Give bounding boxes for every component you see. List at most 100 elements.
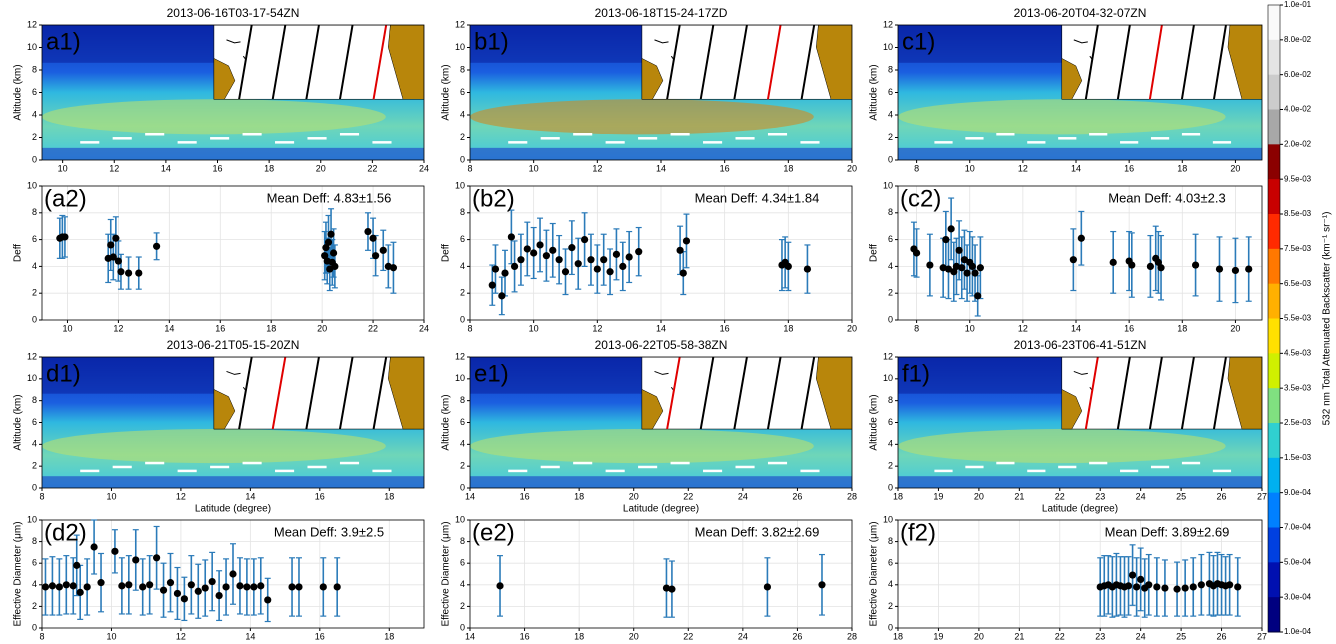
data-point [389,264,398,272]
data-point [48,582,57,590]
data-point [606,268,614,276]
x-tick-label: 10 [106,631,116,641]
curtain-image [470,357,852,488]
y-tick-label: 2 [32,461,37,471]
data-point [97,579,105,587]
y-tick-label: 8 [32,395,37,405]
orbit-track [1148,25,1163,100]
map-land [213,389,236,430]
data-point [561,268,570,276]
y-tick-label: 12 [883,351,893,361]
panel-label: (a2) [44,185,87,212]
y-tick-label: 2 [888,132,893,142]
x-tick-label: 20 [974,491,984,501]
data-point [488,281,496,289]
colorbar-tick-label: 9.5e-03 [1284,174,1312,183]
x-tick-label: 20 [629,631,639,641]
low-cloud [996,461,1015,465]
data-point [1181,584,1189,592]
low-cloud [703,469,723,473]
panel-label: (d2) [44,519,87,546]
curtain-image [898,25,1262,160]
y-tick-label: 2 [460,288,465,298]
y-tick-label: 10 [27,42,37,52]
low-cloud [112,137,132,140]
data-point [125,581,133,589]
panel-label: (e2) [472,519,515,546]
low-cloud [767,133,788,136]
data-point [1145,581,1153,589]
orbit-track [666,25,681,100]
low-cloud [307,465,327,469]
x-tick-label: 12 [1018,163,1028,173]
x-tick-label: 24 [1136,631,1146,641]
data-point [1215,265,1224,273]
data-point [612,250,621,258]
low-cloud [145,133,165,136]
low-cloud [1150,465,1170,469]
low-cloud [1212,469,1232,473]
orbit-track [1148,357,1163,430]
y-tick-label: 0 [888,314,893,324]
data-point [201,584,209,592]
x-tick-label: 16 [520,631,530,641]
curtain-image [898,357,1262,488]
y-axis-label: Altitude (km) [441,64,452,120]
data-point [90,543,98,551]
map-land [816,25,852,100]
x-tick-label: 10 [106,491,116,501]
y-tick-label: 12 [455,351,465,361]
plot-frame [469,185,853,321]
y-tick-label: 2 [888,601,893,611]
plot-bg [470,520,852,628]
colorbar-tick-label: 2.5e-03 [1284,418,1312,427]
low-cloud [275,469,295,473]
data-point [146,581,154,589]
x-tick-label: 16 [213,163,223,173]
y-tick-label: 0 [32,314,37,324]
y-tick-label: 10 [455,373,465,383]
color-segment [1268,144,1280,180]
x-tick-label: 10 [62,323,72,333]
orbit-track [305,25,320,100]
map-land [213,58,236,100]
panel-title: 2013-06-22T05-58-38ZN [595,338,728,352]
orbit-track [666,357,681,430]
data-point [112,234,120,242]
x-tick-label: 20 [629,491,639,501]
x-tick-label: 22 [1055,631,1065,641]
y-tick-label: 10 [27,373,37,383]
y-tick-label: 6 [32,417,37,427]
low-cloud [1089,133,1108,136]
y-axis-label: Altitude (km) [13,394,24,450]
y-tick-label: 4 [32,439,37,449]
x-tick-label: 25 [1176,491,1186,501]
x-tick-label: 26 [792,631,802,641]
x-tick-label: 8 [39,631,44,641]
data-point [208,577,216,586]
data-point [600,256,608,264]
x-tick-label: 27 [1257,631,1267,641]
data-point [574,260,582,268]
color-segment [1268,214,1280,250]
x-tick-label: 20 [847,163,857,173]
y-axis-label: Effective Diameter (μm) [441,521,452,626]
low-cloud [800,141,820,144]
color-segment [1268,283,1280,319]
y-tick-label: 6 [460,558,465,568]
data-point [1109,258,1117,266]
data-point [153,554,161,562]
data-point [369,234,377,242]
low-cloud [307,137,327,140]
x-tick-label: 18 [574,491,584,501]
y-tick-label: 10 [883,373,893,383]
panel-title: 2013-06-20T04-32-07ZN [1014,6,1147,20]
x-tick-label: 20 [316,163,326,173]
y-tick-label: 4 [460,261,465,271]
low-cloud [638,137,658,140]
x-tick-label: 14 [245,491,255,501]
x-tick-label: 16 [720,323,730,333]
data-point [784,262,792,270]
panel-title: 2013-06-16T03-17-54ZN [167,6,300,20]
y-tick-label: 4 [460,109,465,119]
